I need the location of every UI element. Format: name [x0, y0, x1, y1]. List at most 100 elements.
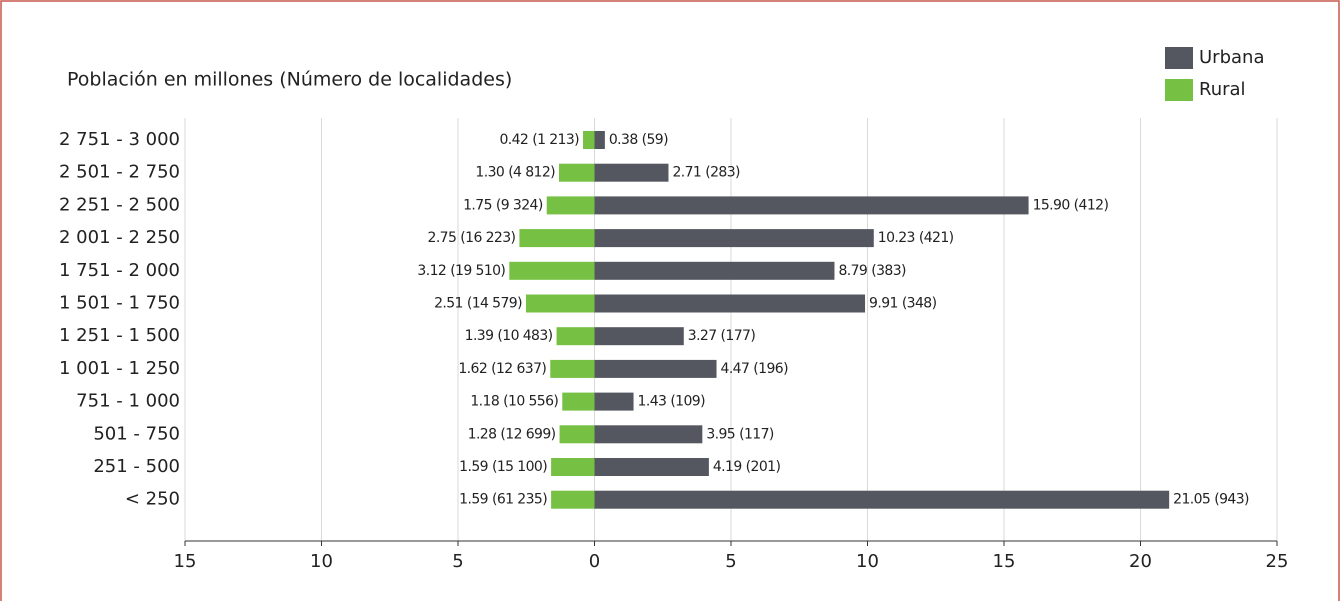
value-number: 0.42	[499, 132, 528, 148]
bar	[559, 425, 595, 444]
value-number: 1.30	[475, 165, 504, 181]
bar	[594, 294, 866, 313]
value-number: 15.90	[1033, 197, 1070, 213]
value-label: 2.75 (16 223)	[428, 230, 516, 246]
value-number: 1.28	[468, 426, 497, 442]
locality-count: (16 223)	[460, 230, 515, 246]
value-label: 3.27 (177)	[688, 328, 756, 344]
bar	[519, 229, 595, 248]
value-number: 4.47	[721, 361, 750, 377]
value-label: 1.59 (15 100)	[459, 459, 547, 475]
value-number: 4.19	[713, 459, 742, 475]
locality-count: (1 213)	[532, 132, 579, 148]
bar	[556, 327, 595, 346]
locality-count: (59)	[642, 132, 668, 148]
y-tick-label: 2 001 - 2 250	[59, 227, 180, 248]
x-tick-label: 10	[856, 551, 879, 572]
value-number: 21.05	[1173, 492, 1210, 508]
value-label: 1.75 (9 324)	[463, 197, 543, 213]
x-tick-label: 20	[1129, 551, 1152, 572]
y-tick-label: 751 - 1 000	[76, 391, 180, 412]
value-label: 1.59 (61 235)	[459, 492, 547, 508]
value-label: 2.51 (14 579)	[434, 296, 522, 312]
value-number: 3.12	[417, 263, 446, 279]
y-tick-label: 1 501 - 1 750	[59, 293, 180, 314]
bar	[594, 490, 1170, 509]
value-label: 1.30 (4 812)	[475, 165, 555, 181]
bar	[550, 359, 595, 378]
locality-count: (4 812)	[508, 165, 555, 181]
value-label: 21.05 (943)	[1173, 492, 1249, 508]
locality-count: (348)	[902, 296, 937, 312]
legend-swatch	[1165, 79, 1193, 101]
y-tick-label: 501 - 750	[93, 423, 180, 444]
value-label: 1.18 (10 556)	[470, 394, 558, 410]
value-number: 1.62	[458, 361, 487, 377]
legend-label: Urbana	[1199, 47, 1264, 68]
bar	[594, 392, 634, 411]
locality-count: (12 699)	[500, 426, 555, 442]
locality-count: (14 579)	[467, 296, 522, 312]
bar	[551, 458, 595, 476]
value-label: 0.42 (1 213)	[499, 132, 579, 148]
locality-count: (421)	[919, 230, 954, 246]
locality-count: (9 324)	[496, 197, 543, 213]
value-label: 8.79 (383)	[838, 263, 906, 279]
locality-count: (10 483)	[497, 328, 552, 344]
y-tick-label: 2 251 - 2 500	[59, 194, 180, 215]
value-label: 9.91 (348)	[869, 296, 937, 312]
value-label: 3.12 (19 510)	[417, 263, 505, 279]
locality-count: (12 637)	[491, 361, 546, 377]
x-tick-label: 0	[589, 551, 600, 572]
locality-count: (412)	[1074, 197, 1109, 213]
x-tick-label: 15	[174, 551, 197, 572]
value-label: 15.90 (412)	[1033, 197, 1109, 213]
value-label: 4.19 (201)	[713, 459, 781, 475]
y-tick-label: 1 001 - 1 250	[59, 358, 180, 379]
value-number: 9.91	[869, 296, 898, 312]
x-tick-label: 5	[452, 551, 463, 572]
y-tick-label: 2 501 - 2 750	[59, 162, 180, 183]
bar	[594, 458, 709, 476]
x-tick-label: 25	[1266, 551, 1289, 572]
y-tick-label: 1 251 - 1 500	[59, 325, 180, 346]
value-label: 1.43 (109)	[638, 394, 706, 410]
locality-count: (19 510)	[450, 263, 505, 279]
x-tick-label: 15	[993, 551, 1016, 572]
bar	[594, 425, 703, 444]
value-label: 10.23 (421)	[878, 230, 954, 246]
locality-count: (117)	[739, 426, 774, 442]
locality-count: (283)	[705, 165, 740, 181]
locality-count: (10 556)	[503, 394, 558, 410]
value-number: 3.95	[706, 426, 735, 442]
bar	[594, 163, 669, 182]
bar	[525, 294, 595, 313]
value-number: 1.75	[463, 197, 492, 213]
value-label: 1.28 (12 699)	[468, 426, 556, 442]
bar	[546, 196, 595, 215]
value-number: 1.39	[465, 328, 494, 344]
bar	[559, 163, 595, 182]
value-number: 1.59	[459, 459, 488, 475]
bar	[594, 327, 684, 346]
y-tick-label: 251 - 500	[93, 456, 180, 477]
value-label: 2.71 (283)	[672, 165, 740, 181]
bar	[594, 196, 1029, 215]
bar	[594, 261, 835, 280]
value-number: 1.43	[638, 394, 667, 410]
value-number: 1.59	[459, 492, 488, 508]
bar	[551, 490, 595, 509]
value-number: 2.71	[672, 165, 701, 181]
value-number: 2.75	[428, 230, 457, 246]
locality-count: (177)	[721, 328, 756, 344]
locality-count: (943)	[1214, 492, 1249, 508]
value-label: 1.39 (10 483)	[465, 328, 553, 344]
locality-count: (383)	[871, 263, 906, 279]
value-label: 3.95 (117)	[706, 426, 774, 442]
value-number: 0.38	[609, 132, 638, 148]
y-tick-label: 2 751 - 3 000	[59, 129, 180, 150]
locality-count: (61 235)	[492, 492, 547, 508]
value-number: 2.51	[434, 296, 463, 312]
locality-count: (196)	[753, 361, 788, 377]
